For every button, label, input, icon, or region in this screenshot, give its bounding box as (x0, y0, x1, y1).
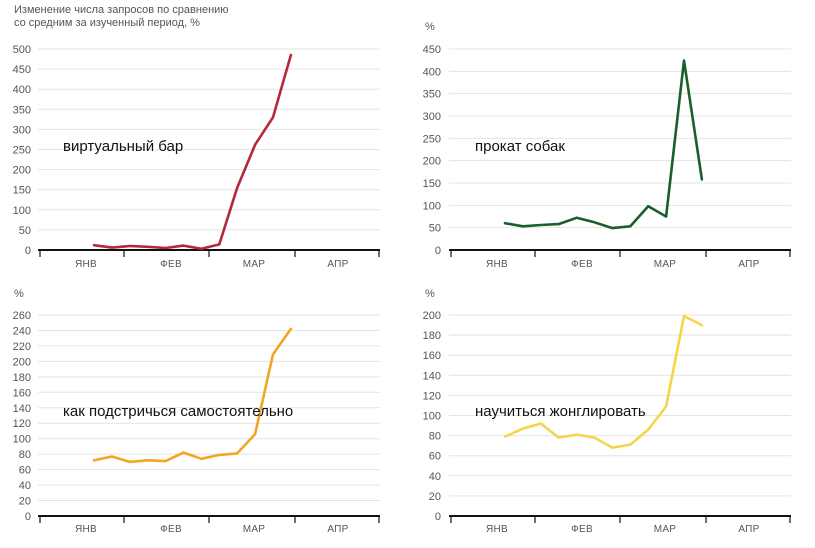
unit-label: % (14, 288, 24, 300)
chart-panel: % 0 20 40 60 80 100 120 140 160 180 200 ЯНВ ФЕВ МАР АПР… (423, 288, 791, 535)
y-tick-label: 250 (13, 145, 31, 157)
y-tick-label: 200 (423, 310, 441, 322)
y-tick-label: 100 (13, 434, 31, 446)
x-tick-label: МАР (654, 524, 677, 535)
x-tick-label: АПР (327, 524, 348, 535)
y-tick-label: 120 (423, 390, 441, 402)
y-tick-label: 200 (13, 165, 31, 177)
x-tick-label: ФЕВ (571, 259, 593, 270)
y-tick-label: 180 (423, 330, 441, 342)
chart-panel: Изменение числа запросов по сравнению со … (13, 4, 380, 270)
y-tick-label: 0 (435, 245, 441, 257)
unit-label: % (425, 288, 435, 300)
unit-label: % (425, 21, 435, 33)
y-tick-label: 40 (429, 471, 441, 483)
x-tick-label: ФЕВ (160, 259, 182, 270)
y-tick-label: 50 (429, 223, 441, 235)
y-tick-label: 450 (13, 64, 31, 76)
chart-title: прокат собак (475, 138, 565, 155)
y-tick-label: 80 (19, 449, 31, 461)
y-tick-label: 20 (19, 496, 31, 508)
y-tick-label: 120 (13, 418, 31, 430)
y-tick-label: 60 (429, 451, 441, 463)
y-tick-label: 200 (13, 356, 31, 368)
y-tick-label: 60 (19, 465, 31, 477)
chart-title: научиться жонглировать (475, 403, 646, 420)
chart-title: как подстричься самостоятельно (63, 403, 293, 420)
x-tick-label: МАР (243, 259, 266, 270)
y-tick-label: 350 (13, 104, 31, 116)
series-line (503, 59, 704, 230)
y-tick-label: 0 (25, 245, 31, 257)
x-tick-label: ФЕВ (571, 524, 593, 535)
x-tick-label: ЯНВ (486, 259, 508, 270)
y-tick-label: 450 (423, 44, 441, 56)
x-tick-label: АПР (738, 259, 759, 270)
chart-panel: % 0 20 40 60 80 100 120 140 160 180 200 220 240 260 ЯНВ… (13, 288, 380, 535)
y-tick-label: 250 (423, 133, 441, 145)
y-tick-label: 300 (13, 124, 31, 136)
y-tick-label: 80 (429, 431, 441, 443)
series-line (92, 327, 293, 464)
y-tick-label: 180 (13, 372, 31, 384)
y-tick-label: 100 (423, 411, 441, 423)
y-tick-label: 0 (25, 511, 31, 523)
y-tick-label: 160 (423, 350, 441, 362)
y-tick-label: 100 (13, 205, 31, 217)
series-line (503, 314, 704, 450)
y-tick-label: 500 (13, 44, 31, 56)
y-tick-label: 200 (423, 156, 441, 168)
y-tick-label: 350 (423, 89, 441, 101)
y-tick-label: 100 (423, 200, 441, 212)
y-tick-label: 300 (423, 111, 441, 123)
x-tick-label: ЯНВ (75, 259, 97, 270)
x-tick-label: АПР (327, 259, 348, 270)
y-tick-label: 160 (13, 387, 31, 399)
x-tick-label: ФЕВ (160, 524, 182, 535)
y-tick-label: 140 (13, 403, 31, 415)
chart-title: виртуальный бар (63, 138, 183, 155)
y-tick-label: 400 (423, 66, 441, 78)
y-tick-label: 150 (13, 185, 31, 197)
y-tick-label: 50 (19, 225, 31, 237)
y-tick-label: 20 (429, 491, 441, 503)
y-tick-label: 0 (435, 511, 441, 523)
x-tick-label: АПР (738, 524, 759, 535)
y-tick-label: 220 (13, 341, 31, 353)
y-tick-label: 40 (19, 480, 31, 492)
y-tick-label: 240 (13, 325, 31, 337)
chart-panel: % 0 50 100 150 200 250 300 350 400 450 ЯНВ ФЕВ МАР АПР… (423, 21, 791, 270)
x-tick-label: МАР (654, 259, 677, 270)
y-tick-label: 150 (423, 178, 441, 190)
x-tick-label: МАР (243, 524, 266, 535)
x-tick-label: ЯНВ (75, 524, 97, 535)
y-tick-label: 140 (423, 370, 441, 382)
series-line (92, 53, 293, 251)
y-tick-label: 400 (13, 84, 31, 96)
x-tick-label: ЯНВ (486, 524, 508, 535)
y-tick-label: 260 (13, 310, 31, 322)
unit-label: Изменение числа запросов по сравнению со … (14, 4, 229, 29)
